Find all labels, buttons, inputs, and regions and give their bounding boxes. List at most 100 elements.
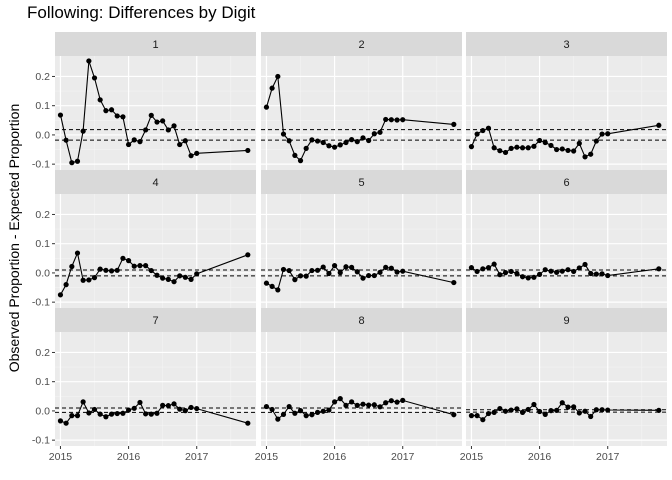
data-point	[137, 263, 143, 269]
data-point	[314, 267, 321, 273]
data-point	[548, 408, 554, 414]
data-point	[605, 407, 611, 413]
data-point	[286, 138, 292, 144]
data-point	[468, 265, 475, 271]
data-point	[519, 145, 526, 151]
data-point	[559, 400, 565, 406]
x-tick-label: 2015	[49, 451, 73, 463]
data-point	[188, 153, 194, 159]
data-point	[80, 277, 86, 283]
data-point	[86, 277, 92, 283]
data-point	[548, 142, 554, 149]
data-point	[388, 398, 394, 404]
y-tick-label: -0.1	[32, 159, 50, 171]
data-point	[525, 145, 531, 151]
x-tick-label: 2015	[460, 451, 484, 463]
data-point	[480, 417, 486, 423]
y-tick-label: -0.1	[32, 435, 50, 447]
data-point	[297, 158, 304, 164]
data-point	[349, 137, 355, 143]
data-point	[69, 413, 75, 419]
y-tick-label: 0.1	[35, 238, 50, 250]
data-point	[263, 280, 270, 286]
panel-background	[466, 194, 667, 308]
data-point	[554, 146, 560, 153]
data-point	[502, 408, 509, 414]
y-tick-label: 0.2	[35, 71, 50, 83]
data-point	[275, 416, 281, 422]
data-point	[400, 117, 406, 123]
data-point	[160, 275, 166, 281]
data-point	[571, 268, 577, 275]
data-point	[582, 261, 588, 268]
facet-label: 1	[152, 39, 158, 51]
data-point	[337, 270, 343, 276]
facet-label: 4	[152, 177, 158, 189]
data-point	[286, 403, 292, 410]
facet-strip	[466, 170, 667, 194]
x-tick-label: 2017	[185, 451, 209, 463]
data-point	[275, 287, 281, 293]
data-point	[165, 276, 171, 282]
data-point	[297, 408, 304, 414]
data-point	[309, 267, 315, 274]
data-point	[137, 399, 143, 406]
data-point	[377, 269, 383, 275]
data-point	[508, 268, 514, 275]
data-point	[314, 138, 321, 144]
data-point	[63, 137, 69, 143]
data-point	[593, 138, 599, 144]
data-point	[360, 135, 366, 141]
data-point	[309, 412, 315, 418]
data-point	[485, 125, 492, 131]
data-point	[531, 274, 537, 280]
data-point	[309, 137, 315, 143]
data-point	[593, 407, 599, 413]
data-point	[97, 266, 103, 272]
data-point	[360, 401, 366, 407]
data-point	[519, 274, 526, 280]
data-point	[314, 409, 321, 415]
data-point	[125, 407, 132, 413]
data-point	[485, 410, 492, 417]
data-point	[497, 272, 503, 278]
data-point	[69, 263, 75, 270]
data-point	[143, 411, 149, 417]
data-point	[143, 263, 149, 269]
data-point	[120, 255, 126, 261]
data-point	[245, 147, 251, 154]
data-point	[605, 272, 611, 279]
data-point	[565, 267, 571, 273]
x-tick-label: 2015	[255, 451, 279, 463]
data-point	[656, 122, 662, 128]
data-point	[131, 405, 137, 411]
data-point	[343, 264, 349, 270]
facet-strip	[261, 32, 462, 56]
facet-strip	[261, 308, 462, 332]
data-point	[194, 271, 200, 277]
data-point	[525, 406, 531, 413]
data-point	[536, 137, 543, 144]
facet-label: 9	[563, 315, 569, 327]
data-point	[331, 399, 338, 405]
data-point	[576, 265, 582, 271]
data-point	[400, 397, 406, 403]
data-point	[400, 268, 406, 274]
facet-strip	[55, 308, 256, 332]
data-point	[656, 407, 662, 413]
data-point	[331, 263, 338, 269]
data-point	[57, 112, 64, 118]
panel-background	[466, 56, 667, 170]
data-point	[182, 408, 188, 414]
data-point	[331, 144, 338, 150]
data-point	[383, 264, 389, 270]
data-point	[371, 131, 377, 137]
data-point	[91, 75, 98, 81]
facet-strip	[466, 32, 667, 56]
facet-strip	[466, 308, 667, 332]
data-point	[599, 407, 605, 413]
data-point	[542, 267, 548, 273]
x-tick-label: 2016	[528, 451, 552, 463]
data-point	[280, 411, 287, 418]
